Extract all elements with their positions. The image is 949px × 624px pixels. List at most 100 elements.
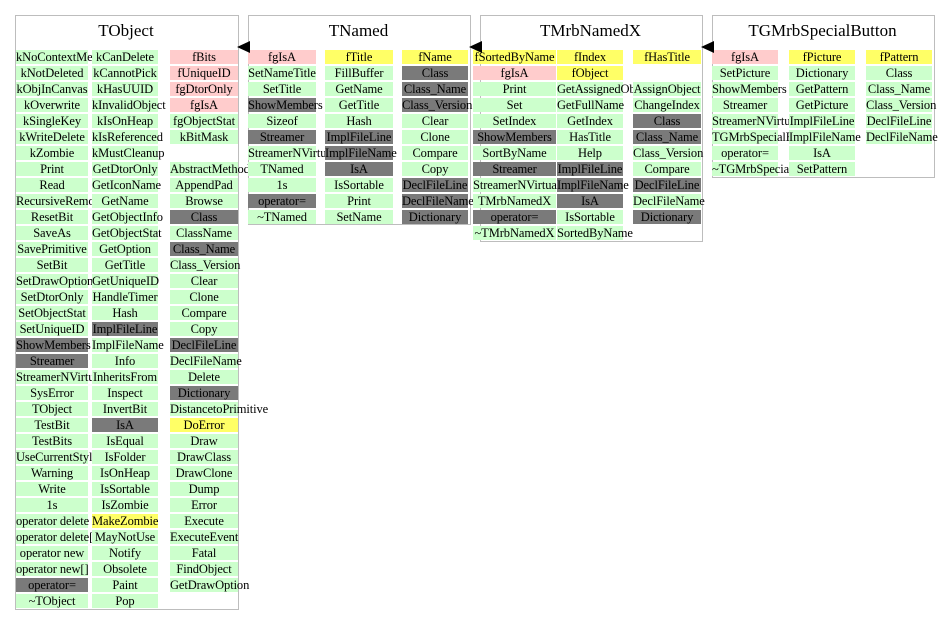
member-operator: operator= <box>473 210 556 224</box>
inheritance-arrow <box>237 41 250 53</box>
member-khasuuid: kHasUUID <box>92 82 158 96</box>
member-ksinglekey: kSingleKey <box>16 114 88 128</box>
member-geticonname: GetIconName <box>92 178 162 192</box>
member-streamernvirtual: StreamerNVirtual <box>473 178 561 192</box>
member-compare: Compare <box>402 146 468 160</box>
member-1s: 1s <box>248 178 316 192</box>
member-classname: ClassName <box>170 226 238 240</box>
class-title: TNamed <box>328 21 389 40</box>
member-koverwrite: kOverwrite <box>16 98 88 112</box>
member-getpicture: GetPicture <box>789 98 855 112</box>
member-isfolder: IsFolder <box>92 450 158 464</box>
member-isa: IsA <box>92 418 158 432</box>
member-1s: 1s <box>16 498 88 512</box>
member-abstractmethod: AbstractMethod <box>170 162 250 176</box>
member-browse: Browse <box>170 194 238 208</box>
member-class-version: Class_Version <box>402 98 473 112</box>
member-kisreferenced: kIsReferenced <box>92 130 163 144</box>
member-knocontextmenu: kNoContextMenu <box>16 50 105 64</box>
member-tnamed: ~TNamed <box>248 210 316 224</box>
member-setdrawoption: SetDrawOption <box>16 274 94 288</box>
member-issortable: IsSortable <box>325 178 393 192</box>
member-fbits: fBits <box>170 50 238 64</box>
member-tgmrbspecialbutton: TGMrbSpecialButton <box>712 130 820 144</box>
member-clone: Clone <box>402 130 468 144</box>
member-operator: operator= <box>16 578 88 592</box>
member-streamernvirtual: StreamerNVirtual <box>16 370 104 384</box>
member-class-version: Class_Version <box>170 258 241 272</box>
member-fgisa: fgIsA <box>248 50 316 64</box>
member-draw: Draw <box>170 434 238 448</box>
member-setdtoronly: SetDtorOnly <box>16 290 88 304</box>
member-class: Class <box>633 114 701 128</box>
member-clear: Clear <box>170 274 238 288</box>
member-hash: Hash <box>92 306 158 320</box>
member-class: Class <box>170 210 238 224</box>
member-funiqueid: fUniqueID <box>170 66 238 80</box>
member-dictionary: Dictionary <box>789 66 855 80</box>
member-getdtoronly: GetDtorOnly <box>92 162 158 176</box>
member-kobjincanvas: kObjInCanvas <box>16 82 88 96</box>
member-fillbuffer: FillBuffer <box>325 66 393 80</box>
member-tobject: TObject <box>16 402 88 416</box>
member-settitle: SetTitle <box>248 82 316 96</box>
member-streamernvirtual: StreamerNVirtual <box>248 146 336 160</box>
member-setindex: SetIndex <box>473 114 556 128</box>
member-streamer: Streamer <box>16 354 88 368</box>
member-write: Write <box>16 482 88 496</box>
member-gettitle: GetTitle <box>325 98 393 112</box>
member-distancetoprimitive: DistancetoPrimitive <box>170 402 269 416</box>
member-delete: Delete <box>170 370 238 384</box>
member-hastitle: HasTitle <box>557 130 623 144</box>
member-declfileline: DeclFileLine <box>402 178 468 192</box>
member-clear: Clear <box>402 114 468 128</box>
member-inspect: Inspect <box>92 386 158 400</box>
member-kzombie: kZombie <box>16 146 88 160</box>
member-implfileline: ImplFileLine <box>557 162 623 176</box>
member-implfilename: ImplFileName <box>789 130 861 144</box>
member-fgobjectstat: fgObjectStat <box>170 114 238 128</box>
member-fgisa: fgIsA <box>170 98 238 112</box>
member-kwritedelete: kWriteDelete <box>16 130 88 144</box>
member-clone: Clone <box>170 290 238 304</box>
member-assignobject: AssignObject <box>633 82 701 96</box>
member-setpattern: SetPattern <box>789 162 855 176</box>
member-sortedbyname: SortedByName <box>557 226 633 240</box>
class-title: TMrbNamedX <box>539 21 642 40</box>
member-dictionary: Dictionary <box>633 210 701 224</box>
member-isequal: IsEqual <box>92 434 158 448</box>
member-appendpad: AppendPad <box>170 178 238 192</box>
member-pop: Pop <box>92 594 158 608</box>
member-isa: IsA <box>789 146 855 160</box>
member-executeevent: ExecuteEvent <box>170 530 239 544</box>
member-setname: SetName <box>325 210 393 224</box>
inheritance-arrow <box>469 41 482 53</box>
member-operator-new: operator new[] <box>16 562 89 576</box>
member-kcannotpick: kCannotPick <box>92 66 158 80</box>
member-declfilename: DeclFileName <box>866 130 938 144</box>
member-info: Info <box>92 354 158 368</box>
member-issortable: IsSortable <box>92 482 158 496</box>
member-makezombie: MakeZombie <box>92 514 159 528</box>
member-implfilename: ImplFileName <box>557 178 629 192</box>
member-inheritsfrom: InheritsFrom <box>92 370 158 384</box>
member-declfilename: DeclFileName <box>402 194 474 208</box>
member-compare: Compare <box>633 162 701 176</box>
member-showmembers: ShowMembers <box>16 338 91 352</box>
member-class-name: Class_Name <box>633 130 701 144</box>
member-doerror: DoError <box>170 418 238 432</box>
member-print: Print <box>325 194 393 208</box>
member-isonheap: IsOnHeap <box>92 466 158 480</box>
member-declfileline: DeclFileLine <box>633 178 701 192</box>
member-resetbit: ResetBit <box>16 210 88 224</box>
member-error: Error <box>170 498 238 512</box>
member-kmustcleanup: kMustCleanup <box>92 146 165 160</box>
member-sortbyname: SortByName <box>473 146 556 160</box>
member-notify: Notify <box>92 546 158 560</box>
member-testbit: TestBit <box>16 418 88 432</box>
member-changeindex: ChangeIndex <box>633 98 701 112</box>
member-isa: IsA <box>557 194 623 208</box>
member-print: Print <box>16 162 88 176</box>
member-tmrbnamedx: TMrbNamedX <box>473 194 556 208</box>
